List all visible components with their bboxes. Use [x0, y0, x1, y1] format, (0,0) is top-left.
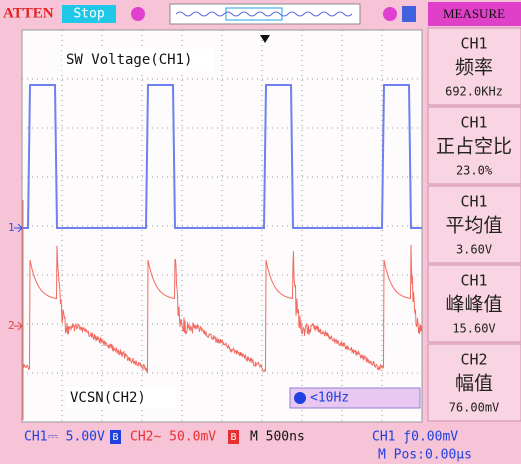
trigger-info: <10Hz — [310, 391, 349, 406]
icon — [383, 7, 397, 21]
measure-value: 3.60V — [456, 243, 492, 257]
measure-name: 频率 — [455, 57, 493, 79]
page: ATTEN Stop MEASURE SW Voltage(CH1) VCSN(… — [0, 0, 521, 464]
run-status: Stop — [73, 7, 104, 22]
measure-value: 692.0KHz — [445, 85, 503, 99]
bw-limit: B — [230, 432, 236, 443]
measure-title: MEASURE — [443, 6, 505, 21]
memory-overview — [170, 4, 360, 24]
icon — [294, 392, 306, 404]
measure-channel: CH1 — [460, 114, 487, 132]
measure-channel: CH1 — [460, 35, 487, 53]
ch1-marker: 1 — [8, 221, 15, 234]
measure-name: 峰峰值 — [445, 294, 502, 316]
ch2-marker: 2 — [8, 319, 15, 332]
measure-value: 76.00mV — [449, 401, 500, 415]
measure-channel: CH1 — [460, 193, 487, 211]
icon — [131, 7, 145, 21]
trigger-level: CH1 ƒ0.00mV — [372, 430, 458, 445]
measure-name: 平均值 — [445, 215, 502, 237]
horizontal-position: M Pos:0.00μs — [378, 448, 472, 463]
bw-limit: B — [112, 432, 118, 443]
ch2-scale: CH2∼ 50.0mV — [130, 430, 216, 445]
icon — [402, 6, 416, 22]
ch1-label: SW Voltage(CH1) — [66, 52, 192, 68]
brand: ATTEN — [3, 5, 54, 21]
oscilloscope: ATTEN Stop MEASURE SW Voltage(CH1) VCSN(… — [0, 0, 521, 464]
measure-name: 正占空比 — [436, 136, 512, 158]
measure-name: 幅值 — [455, 373, 493, 395]
measure-channel: CH1 — [460, 272, 487, 290]
measure-channel: CH2 — [460, 351, 487, 369]
ch1-scale: CH1⎓ 5.00V — [24, 430, 105, 445]
ch2-label: VCSN(CH2) — [70, 390, 146, 406]
measure-value: 15.60V — [452, 322, 495, 336]
measure-value: 23.0% — [456, 164, 493, 178]
timebase: M 500ns — [250, 430, 305, 445]
